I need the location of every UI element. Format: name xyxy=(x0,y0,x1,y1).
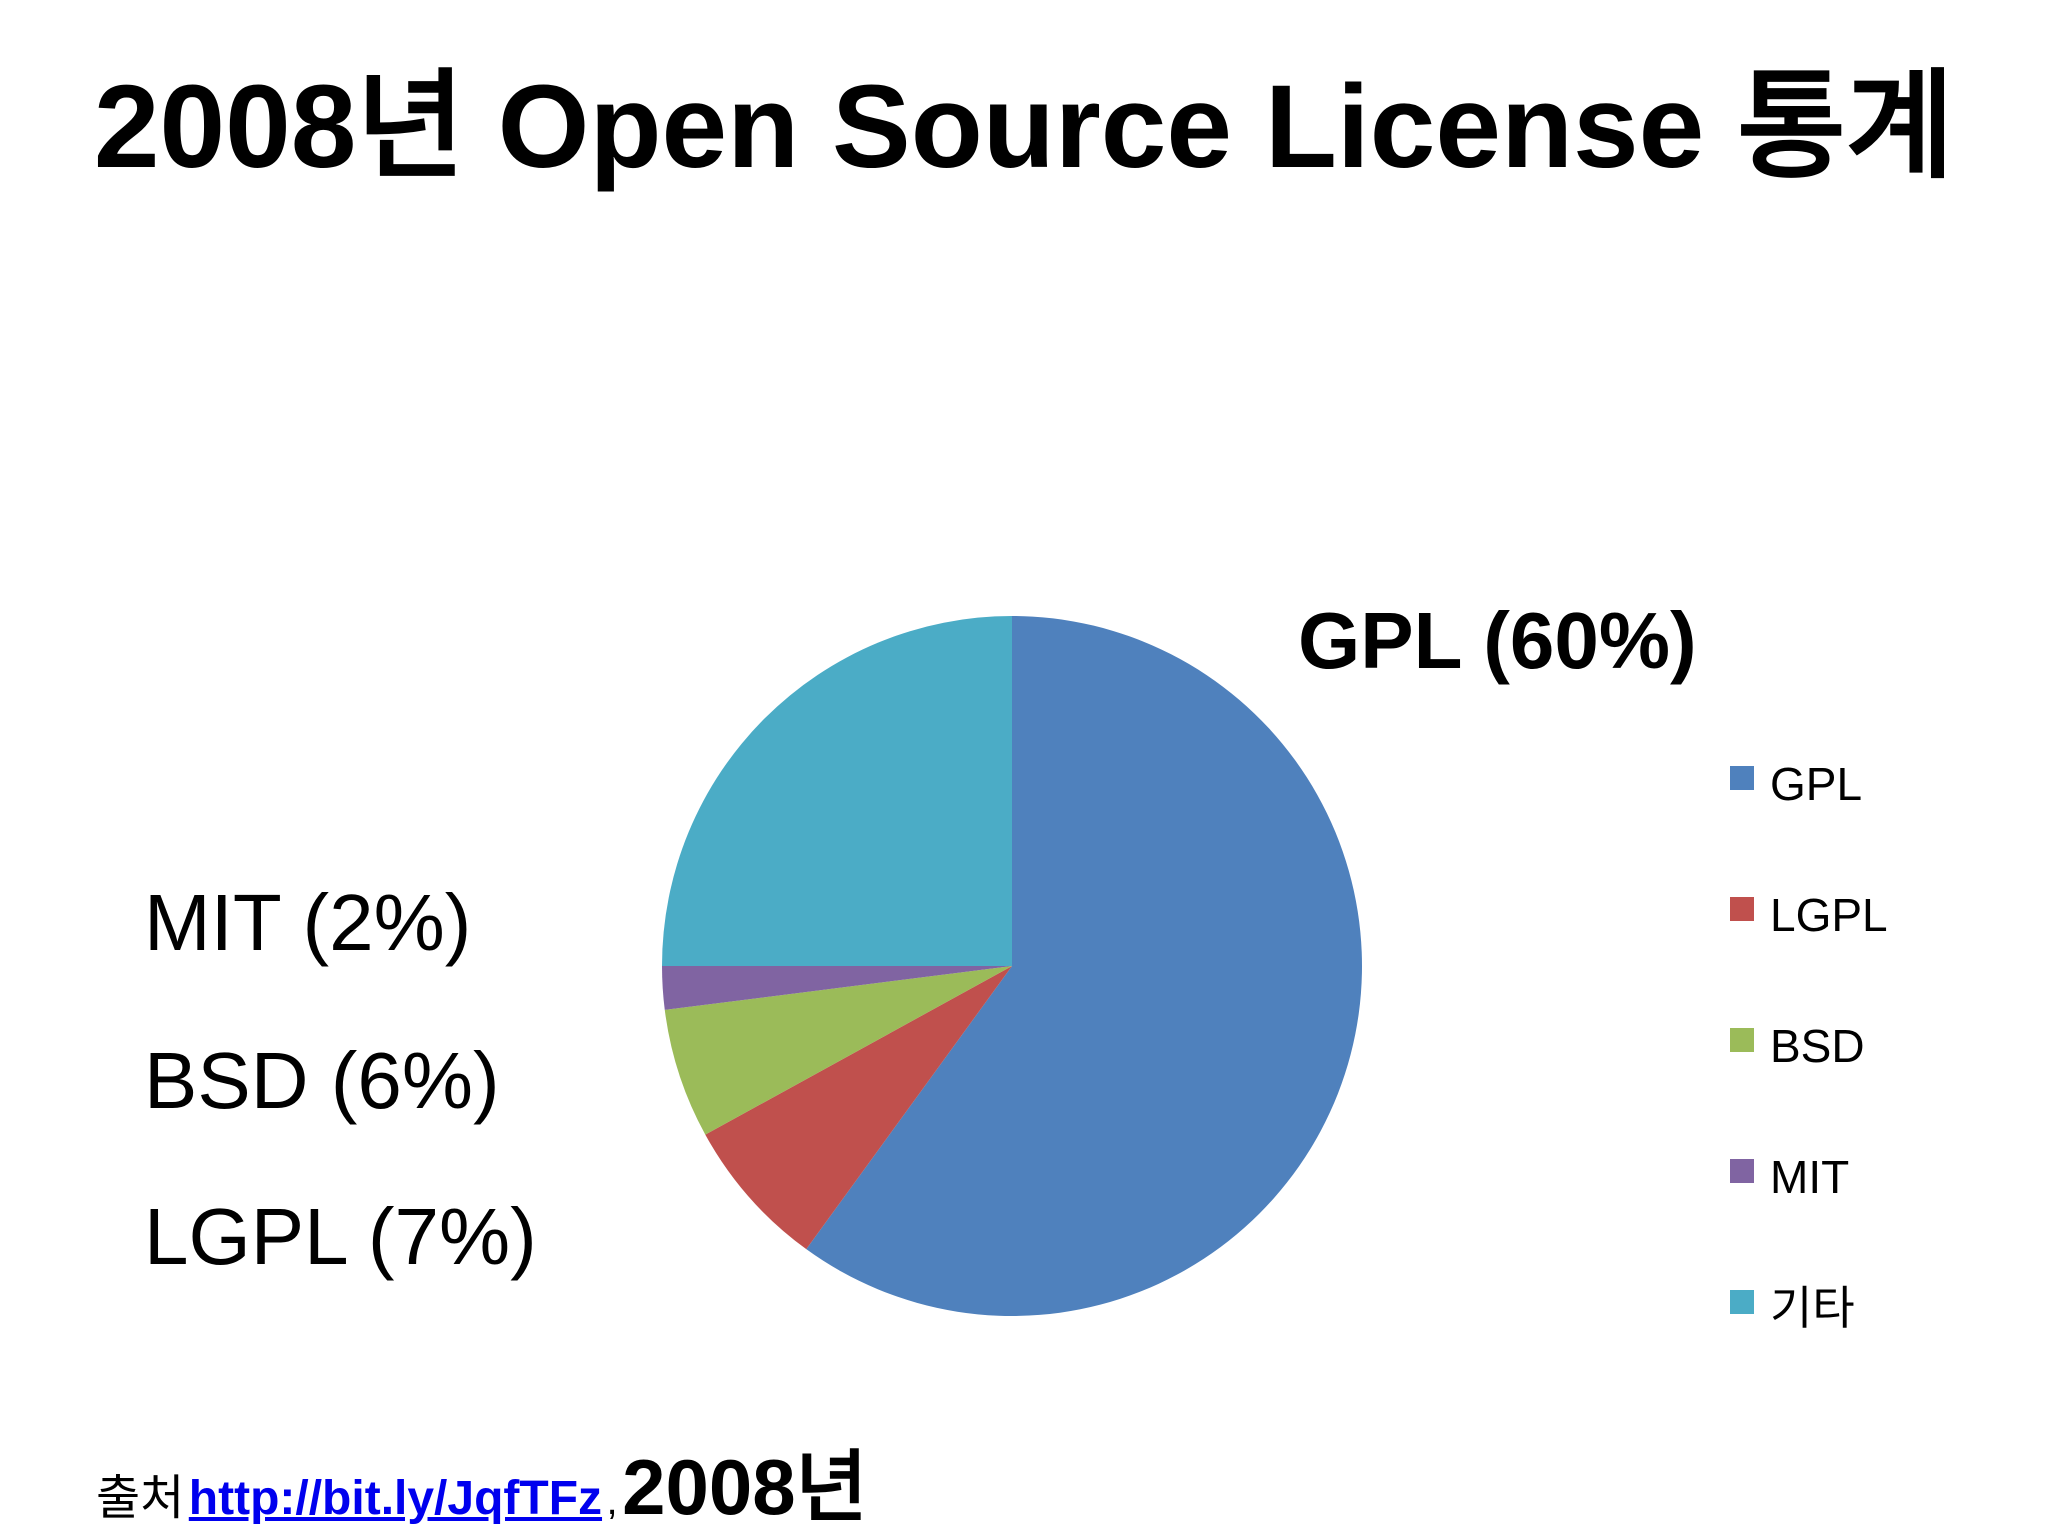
legend-swatch xyxy=(1730,1290,1754,1314)
source-separator: , xyxy=(606,1479,618,1523)
legend-swatch xyxy=(1730,897,1754,921)
legend-label: MIT xyxy=(1770,1151,1850,1203)
pie-slice-mit xyxy=(662,966,1012,1010)
slide-title: 2008년 Open Source License 통계 xyxy=(93,61,1955,193)
data-label-lgpl: LGPL (7%) xyxy=(144,1192,537,1281)
source-year: 2008년 xyxy=(622,1443,868,1531)
pie-slice-other xyxy=(662,616,1012,966)
data-label-mit: MIT (2%) xyxy=(144,878,472,967)
pie-slice-bsd xyxy=(664,966,1012,1135)
legend-label: BSD xyxy=(1770,1020,1865,1072)
data-label-gpl: GPL (60%) xyxy=(1298,596,1697,685)
legend-label: 기타 xyxy=(1770,1282,1855,1334)
legend-swatch xyxy=(1730,766,1754,790)
legend-swatch xyxy=(1730,1028,1754,1052)
legend-swatch xyxy=(1730,1159,1754,1183)
pie-slice-lgpl xyxy=(705,966,1012,1250)
source-citation: 출처 http://bit.ly/JqfTFz , 2008년 xyxy=(96,1425,867,1536)
pie-slice-gpl xyxy=(806,616,1362,1316)
source-prefix: 출처 xyxy=(96,1472,185,1525)
legend-label: GPL xyxy=(1770,758,1863,810)
source-link[interactable]: http://bit.ly/JqfTFz xyxy=(188,1472,603,1525)
data-label-bsd: BSD (6%) xyxy=(144,1036,500,1125)
pie-slices xyxy=(662,616,1362,1316)
legend-label: LGPL xyxy=(1770,889,1888,941)
